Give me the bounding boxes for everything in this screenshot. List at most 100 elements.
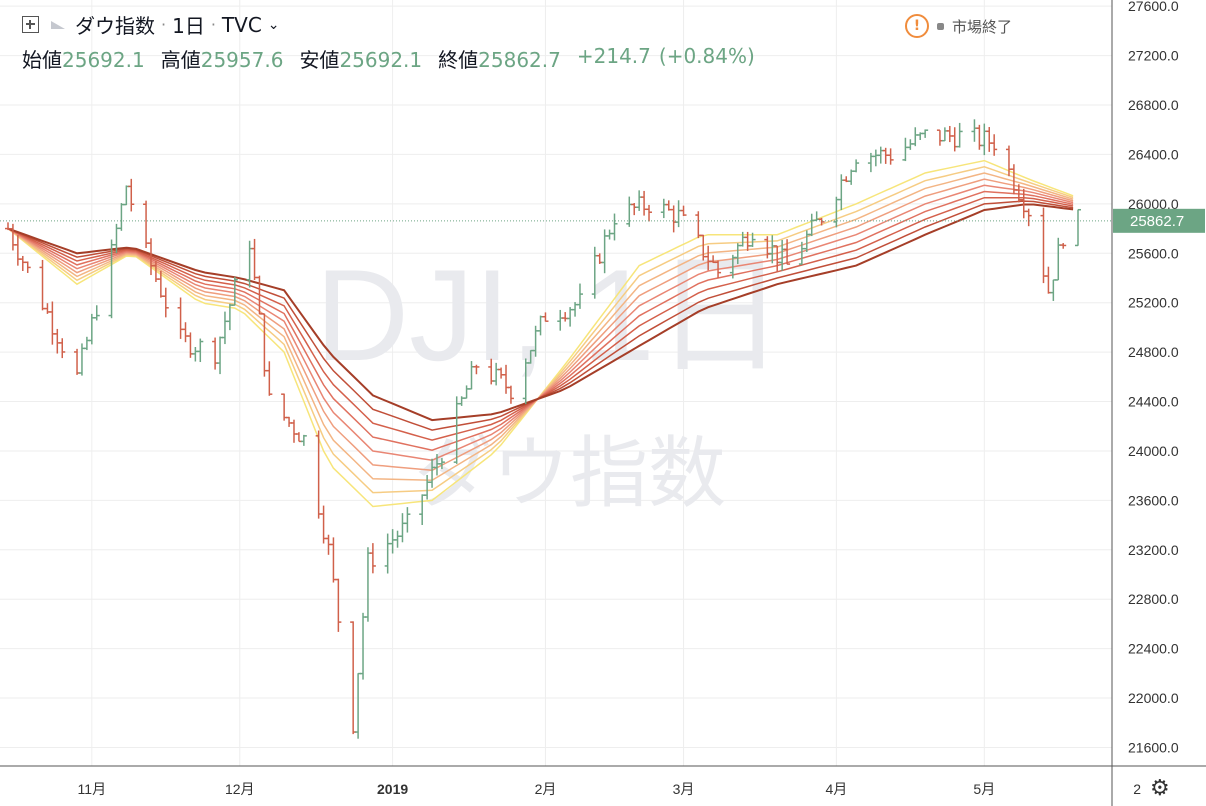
ohlc-bar [355, 672, 362, 739]
symbol-name[interactable]: ダウ指数 [75, 14, 155, 38]
y-tick-label: 22400.0 [1128, 641, 1179, 657]
change-percent: (+0.84%) [658, 44, 755, 68]
market-status: ! 市場終了 [904, 14, 1012, 38]
open-label: 始値 [22, 48, 62, 72]
ohlc-bar [1025, 208, 1032, 227]
high-label: 高値 [160, 48, 201, 72]
watermark-name: ダウ指数 [414, 429, 726, 519]
ohlc-bars [5, 119, 1081, 739]
y-tick-label: 24000.0 [1128, 443, 1179, 459]
y-tick-label: 25600.0 [1128, 245, 1179, 261]
ohlc-bar [818, 217, 825, 226]
low-label: 安値 [299, 48, 340, 72]
x-tick-label: 3月 [673, 781, 695, 797]
ma-line [7, 203, 1074, 422]
ohlc-bar [364, 547, 371, 622]
ohlc-bar [74, 348, 81, 375]
ohlc-bar [300, 434, 307, 446]
ohlc-bar [784, 239, 791, 265]
ohlc-bar [330, 537, 337, 583]
high-value: 25957.6 [200, 48, 284, 72]
interval[interactable]: 1日 [172, 14, 205, 38]
y-tick-label: 26000.0 [1128, 196, 1179, 212]
close-value: 25862.7 [478, 48, 561, 72]
flag-icon[interactable] [51, 20, 65, 29]
open-value: 25692.1 [62, 48, 145, 72]
ohlc-bar [335, 578, 342, 632]
ohlc-bar [404, 507, 411, 533]
ohlc-bar [286, 416, 293, 427]
exchange[interactable]: TVC [221, 12, 262, 37]
chevron-down-icon[interactable]: ⌄ [267, 16, 280, 33]
ohlc-bar [266, 361, 273, 396]
ohlc-bar [877, 146, 884, 164]
ohlc-bar [626, 196, 633, 227]
ohlc-bar [162, 287, 169, 318]
y-tick-label: 23600.0 [1128, 492, 1179, 508]
ohlc-bar [971, 119, 978, 142]
ohlc-bar [399, 513, 406, 543]
y-tick-label: 23200.0 [1128, 542, 1179, 558]
ohlc-bar [93, 305, 100, 321]
ohlc-bar [606, 229, 613, 240]
low-value: 25692.1 [339, 48, 423, 72]
ohlc-bar [986, 127, 993, 152]
ma-ribbon [7, 159, 1074, 508]
grid-lines [0, 0, 1112, 766]
ohlc-bar [1045, 266, 1052, 294]
ohlc-bar [941, 127, 948, 142]
last-price-tag [1113, 208, 1205, 233]
ohlc-bar [641, 190, 648, 216]
ohlc-bar [197, 338, 204, 363]
ohlc-bar [369, 543, 376, 574]
ohlc-bar [9, 223, 16, 251]
ohlc-bar [715, 260, 722, 279]
ohlc-bar [49, 301, 56, 345]
market-status-label: 市場終了 [951, 17, 1012, 36]
ohlc-bar [251, 238, 258, 281]
ohlc-bar [290, 419, 297, 443]
add-symbol-icon[interactable] [22, 16, 39, 33]
ohlc-bar [19, 255, 26, 272]
chart-header: ダウ指数 · 1日 · TVC ⌄ 始値25692.1 高値25957.6 安値… [0, 0, 1110, 76]
y-tick-label: 27600.0 [1128, 0, 1179, 14]
ohlc-bar [295, 432, 302, 443]
ohlc-bar [507, 385, 514, 404]
ohlc-bar [212, 337, 219, 370]
y-tick-label: 26400.0 [1128, 146, 1179, 162]
gear-icon[interactable]: ⚙ [1150, 776, 1170, 801]
ohlc-bar [384, 533, 391, 574]
ohlc-bar [912, 127, 919, 147]
ohlc-bar [1055, 237, 1062, 281]
ohlc-bar [221, 311, 228, 345]
ohlc-bar [936, 129, 943, 146]
ohlc-bar [946, 125, 953, 143]
ohlc-bar [631, 202, 638, 216]
ohlc-bar [24, 261, 31, 273]
ohlc-bar [922, 129, 929, 138]
change-value: +214.7 [576, 44, 651, 68]
ohlc-bar [1075, 208, 1081, 247]
ohlc-bar [281, 393, 288, 421]
ohlc-bar [128, 178, 135, 212]
ohlc-bar [749, 232, 756, 247]
ohlc-bar [1060, 243, 1067, 249]
y-tick-label: 27200.0 [1128, 48, 1179, 64]
y-tick-label: 25200.0 [1128, 295, 1179, 311]
x-tick-label: 2月 [535, 781, 557, 797]
x-tick-label: 12月 [225, 781, 255, 797]
ohlc-bar [902, 137, 909, 162]
ohlc-bar [680, 205, 687, 217]
ohlc-bar [887, 148, 894, 165]
ohlc-bar [981, 123, 988, 156]
ohlc-bar [217, 336, 224, 375]
ohlc-bar [636, 190, 643, 211]
x-tick-label: 11月 [78, 781, 107, 797]
ohlc-bar [853, 159, 860, 173]
ohlc-bar [394, 530, 401, 548]
warning-icon[interactable]: ! [904, 14, 929, 38]
ohlc-bar [872, 149, 879, 167]
ohlc-bar [956, 122, 963, 148]
